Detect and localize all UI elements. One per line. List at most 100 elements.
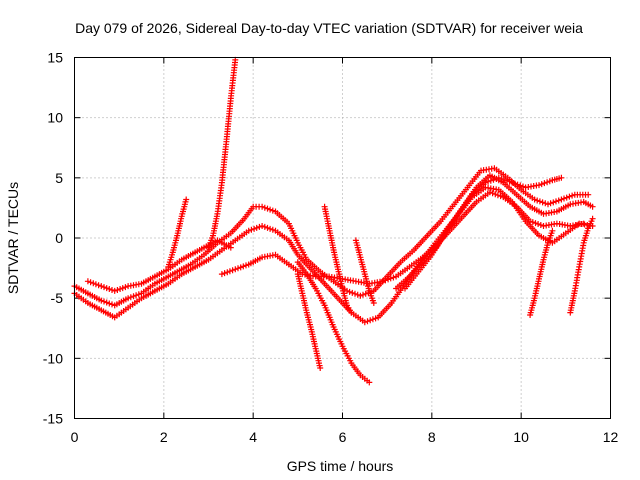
data-point [553,198,559,205]
data-point [346,288,353,295]
data-point [106,300,113,307]
data-point [103,285,110,292]
data-point [501,176,508,183]
data-point [269,226,276,233]
data-point [95,282,102,289]
series-sat-k [321,203,355,316]
data-point [103,299,110,306]
data-point [482,179,489,186]
x-tick-label: 8 [428,429,436,445]
data-point [256,223,263,230]
data-point [245,227,252,234]
data-point [183,196,190,203]
data-point [98,297,105,304]
data-point [379,278,386,285]
x-tick-label: 2 [160,429,168,445]
data-point [364,318,371,325]
data-point [106,286,113,292]
data-point [387,275,394,282]
data-point [348,309,355,316]
data-point [259,223,266,229]
data-point [227,244,234,251]
data-point [369,316,376,323]
data-point [267,206,274,213]
data-point [589,203,596,210]
data-point [527,218,534,225]
data-point [517,182,524,189]
data-point [221,270,228,277]
series-sat-f [402,174,565,292]
data-point [349,289,356,296]
data-points [71,56,596,386]
data-point [537,222,544,228]
data-point [535,221,542,227]
series-sat-i [165,196,190,270]
data-point [317,365,324,371]
tick-labels: 0 2 4 6 8 10 12 -15 -10 -5 0 5 10 15 [43,50,619,446]
series-sat-g [294,259,373,386]
data-point [487,177,494,184]
data-point [84,278,91,285]
data-point [549,227,556,234]
data-point [109,287,115,293]
y-tick-label: 10 [47,110,63,126]
data-point [101,298,107,305]
data-point [111,287,118,294]
data-point [248,226,255,233]
data-point [361,319,368,326]
data-point [495,174,502,181]
y-tick-label: -15 [43,411,63,427]
data-point [122,284,129,291]
data-point [534,197,541,204]
data-point [558,174,565,181]
data-point [485,178,492,185]
series-sat-n [567,215,596,316]
data-point [360,291,366,298]
x-axis-label: GPS time / hours [287,458,394,474]
series-sat-l [352,237,377,306]
data-point [511,180,518,187]
data-point [114,287,121,293]
data-point [259,203,266,210]
data-point [243,262,249,269]
data-point [352,290,358,297]
x-tick-label: 6 [339,429,347,445]
x-tick-label: 10 [513,429,529,445]
y-tick-label: 0 [55,230,63,246]
data-point [536,182,542,189]
series-sat-m [527,227,556,318]
data-point [498,175,505,182]
data-point [497,193,504,200]
data-point [226,268,233,275]
data-point [354,291,361,298]
y-tick-label: 5 [55,170,63,186]
x-tick-label: 0 [71,429,79,445]
data-point [561,195,567,202]
data-point [98,283,105,290]
data-point [489,190,496,197]
y-tick-label: -5 [51,290,64,306]
y-tick-label: -10 [43,350,63,366]
data-point [503,177,510,184]
data-point [370,300,377,306]
data-point [135,291,142,298]
data-point [569,192,576,199]
x-tick-label: 12 [603,429,619,445]
data-point [547,200,554,207]
data-point [390,274,397,281]
data-point [529,219,536,226]
data-point [101,284,107,291]
data-point [486,189,493,196]
data-point [382,277,389,284]
data-point [536,198,543,205]
data-point [133,292,140,299]
data-point [539,199,546,206]
data-point [125,295,132,302]
data-point [514,181,521,188]
data-point [538,181,545,188]
axis-ticks [74,57,611,419]
data-point [269,207,276,214]
data-point [541,180,548,187]
data-point [544,179,551,186]
